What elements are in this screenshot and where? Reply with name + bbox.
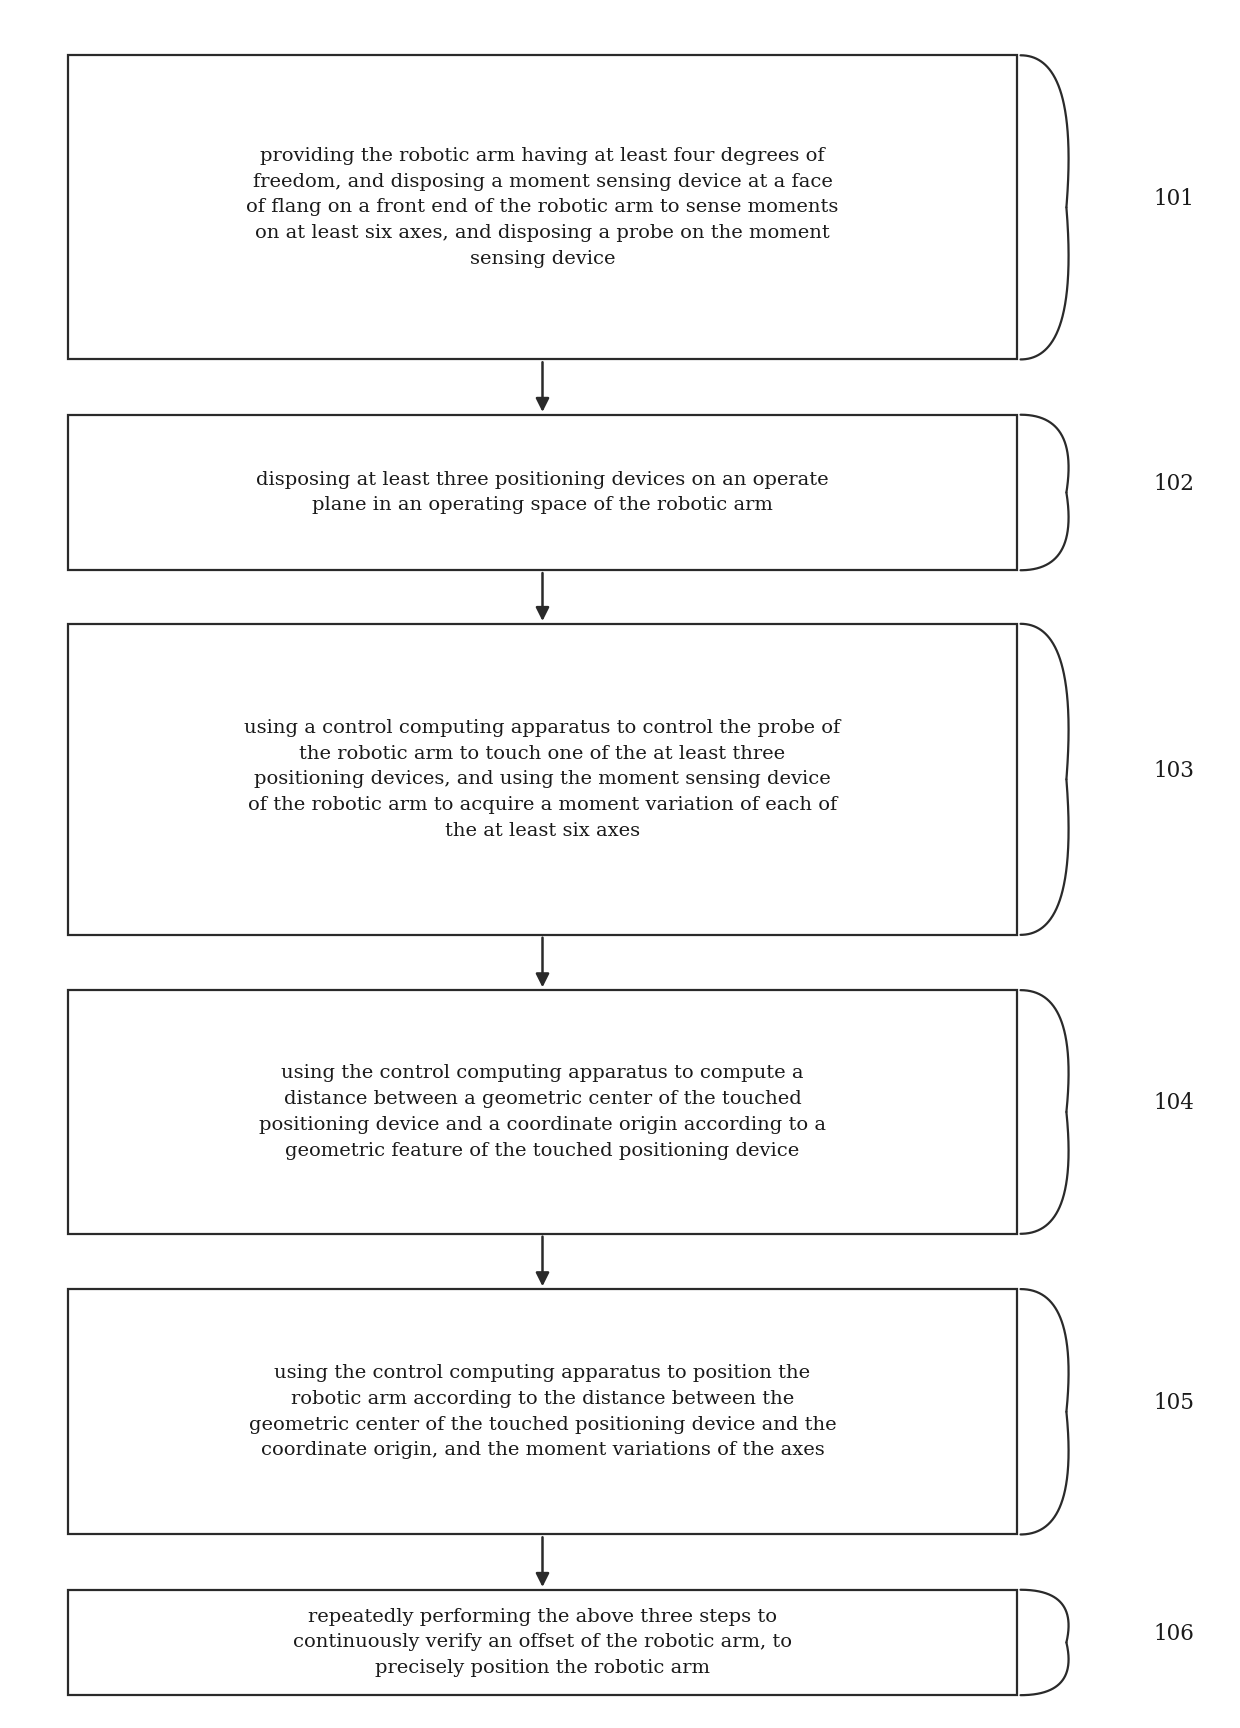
Bar [68, 990, 1017, 1234]
Text: 103: 103 [1153, 760, 1194, 781]
Text: repeatedly performing the above three steps to
continuously verify an offset of : repeatedly performing the above three st… [293, 1607, 792, 1678]
Text: 105: 105 [1153, 1393, 1194, 1414]
Bar [68, 1590, 1017, 1695]
Text: 104: 104 [1153, 1092, 1194, 1115]
Text: 102: 102 [1153, 473, 1194, 494]
Bar [68, 624, 1017, 935]
Text: providing the robotic arm having at least four degrees of
freedom, and disposing: providing the robotic arm having at leas… [247, 147, 838, 268]
Text: using a control computing apparatus to control the probe of
the robotic arm to t: using a control computing apparatus to c… [244, 719, 841, 840]
Bar [68, 415, 1017, 570]
Text: disposing at least three positioning devices on an operate
plane in an operating: disposing at least three positioning dev… [257, 470, 828, 515]
Bar [68, 55, 1017, 359]
Text: using the control computing apparatus to position the
robotic arm according to t: using the control computing apparatus to… [249, 1363, 836, 1460]
Text: 106: 106 [1153, 1623, 1194, 1645]
Text: using the control computing apparatus to compute a
distance between a geometric : using the control computing apparatus to… [259, 1064, 826, 1159]
Text: 101: 101 [1153, 188, 1194, 209]
Bar [68, 1289, 1017, 1534]
